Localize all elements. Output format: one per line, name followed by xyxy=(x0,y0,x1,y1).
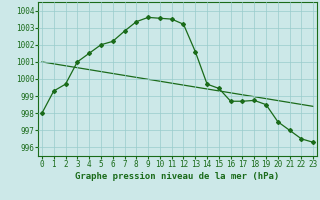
X-axis label: Graphe pression niveau de la mer (hPa): Graphe pression niveau de la mer (hPa) xyxy=(76,172,280,181)
